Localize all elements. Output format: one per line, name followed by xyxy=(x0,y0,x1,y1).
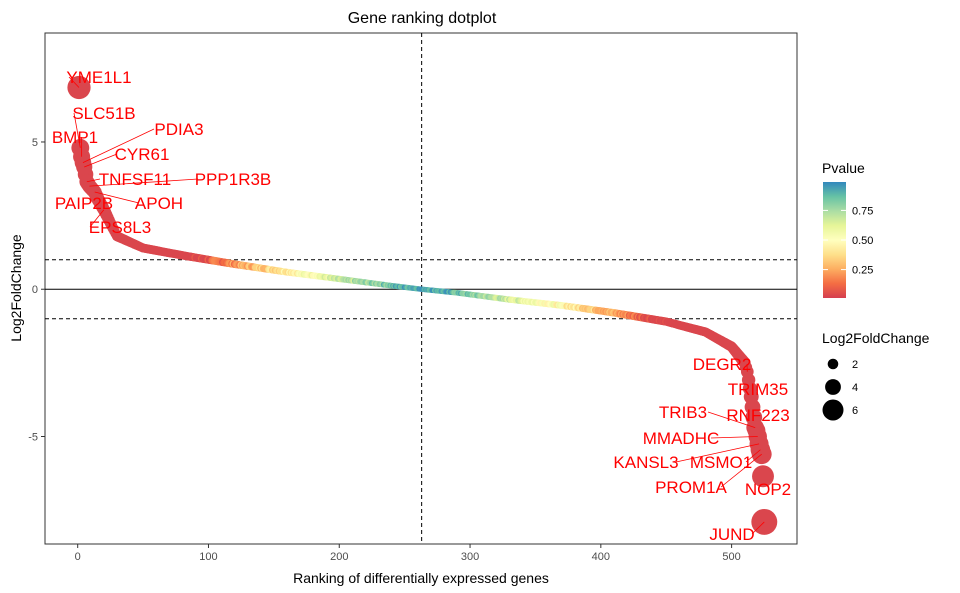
gene-label-degr2: DEGR2 xyxy=(693,355,752,374)
connector-mmadhc xyxy=(710,436,758,439)
gene-label-trib3: TRIB3 xyxy=(659,403,707,422)
y-tick-label: 5 xyxy=(32,137,38,149)
pvalue-legend-label: 0.75 xyxy=(852,205,873,217)
x-tick-label: 300 xyxy=(461,551,479,563)
pvalue-colorbar xyxy=(823,182,846,298)
pvalue-legend-label: 0.50 xyxy=(852,235,873,247)
pvalue-legend-label: 0.25 xyxy=(852,265,873,277)
plot-panel: YME1L1 SLC51B BMP1 PDIA3 CYR61 TNFSF11 PPP1R3B… xyxy=(44,32,798,545)
connector-prom1a xyxy=(720,453,762,488)
x-axis-title: Ranking of differentially expressed gene… xyxy=(293,570,549,586)
y-tick-label: 0 xyxy=(32,284,38,296)
size-legend-title: Log2FoldChange xyxy=(822,330,930,346)
gene-labels: YME1L1 SLC51B BMP1 PDIA3 CYR61 TNFSF11 PPP1R3B… xyxy=(52,68,791,544)
gene-label-pdia3: PDIA3 xyxy=(154,120,203,139)
gene-point-trim35 xyxy=(743,389,759,405)
x-axis: 0 100 200 300 400 500 xyxy=(75,544,741,563)
gene-label-tnfsf11: TNFSF11 xyxy=(99,170,171,189)
chart-title: Gene ranking dotplot xyxy=(348,10,497,27)
log2fc-size-legend: Log2FoldChange 2 4 6 xyxy=(822,330,930,421)
pvalue-legend-title: Pvalue xyxy=(822,160,865,176)
size-legend-dot xyxy=(822,399,844,421)
gene-label-bmp1: BMP1 xyxy=(52,128,98,147)
size-legend-label: 6 xyxy=(852,405,858,417)
size-legend-dot xyxy=(825,379,841,395)
gene-label-slc51b: SLC51B xyxy=(72,104,135,123)
x-tick-label: 400 xyxy=(592,551,610,563)
gene-label-mmadhc: MMADHC xyxy=(643,429,720,448)
connector-yme1l1 xyxy=(68,76,80,88)
size-legend-dot xyxy=(827,358,839,370)
gene-label-msmo1: MSMO1 xyxy=(690,453,752,472)
gene-label-yme1l1: YME1L1 xyxy=(66,68,131,87)
size-legend-label: 4 xyxy=(852,382,858,394)
gene-label-ppp1r3b: PPP1R3B xyxy=(195,170,272,189)
pvalue-legend: Pvalue 0.25 0.50 0.75 xyxy=(822,160,873,298)
gene-label-kansl3: KANSL3 xyxy=(613,453,678,472)
size-legend-items: 2 4 6 xyxy=(822,358,858,421)
connector-tnfsf11 xyxy=(86,178,101,183)
size-legend-label: 2 xyxy=(852,359,858,371)
gene-label-trim35: TRIM35 xyxy=(728,380,788,399)
connector-jund xyxy=(751,521,765,535)
pvalue-legend-ticks: 0.25 0.50 0.75 xyxy=(823,205,873,277)
connector-pdia3 xyxy=(82,128,155,163)
label-connectors xyxy=(68,76,765,535)
connector-msmo1 xyxy=(745,449,761,463)
gene-label-paip2b: PAIP2B xyxy=(55,194,113,213)
gene-label-rnf223: RNF223 xyxy=(726,406,789,425)
x-tick-label: 200 xyxy=(330,551,348,563)
y-axis-title: Log2FoldChange xyxy=(8,234,24,342)
gene-label-eps8l3: EPS8L3 xyxy=(89,218,151,237)
gene-label-apoh: APOH xyxy=(135,194,183,213)
gene-label-jund: JUND xyxy=(709,525,754,544)
x-tick-label: 100 xyxy=(199,551,217,563)
x-tick-label: 500 xyxy=(722,551,740,563)
connector-slc51b xyxy=(73,112,81,148)
connector-trib3 xyxy=(707,411,756,429)
gene-point-paip2b xyxy=(90,191,105,205)
x-tick-label: 0 xyxy=(75,551,81,563)
connector-cyr61 xyxy=(84,153,118,168)
connector-eps8l3 xyxy=(89,209,105,228)
gene-label-prom1a: PROM1A xyxy=(655,478,727,497)
connector-kansl3 xyxy=(675,443,760,463)
connector-ppp1r3b xyxy=(89,178,199,187)
y-tick-label: -5 xyxy=(28,431,38,443)
y-axis: 5 0 -5 xyxy=(28,137,45,443)
gene-label-nop2: NOP2 xyxy=(745,480,791,499)
gene-point-nop2 xyxy=(752,465,774,488)
gene-label-cyr61: CYR61 xyxy=(115,145,170,164)
connector-apoh xyxy=(94,191,140,204)
